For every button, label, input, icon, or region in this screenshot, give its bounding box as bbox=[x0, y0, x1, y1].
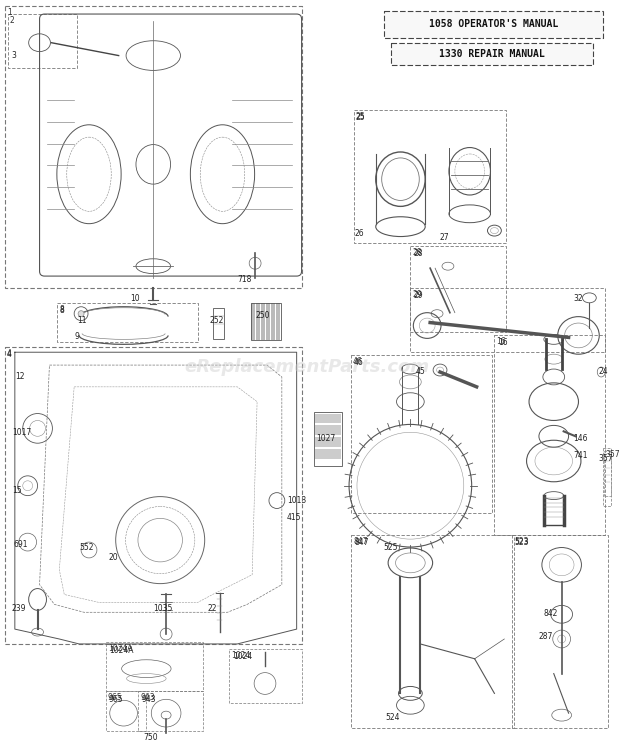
Text: 28: 28 bbox=[412, 248, 422, 257]
Text: 4: 4 bbox=[7, 350, 12, 359]
Text: 357: 357 bbox=[598, 454, 613, 463]
Text: 252: 252 bbox=[210, 315, 224, 324]
Bar bbox=[316, 449, 341, 459]
Bar bbox=[316, 437, 341, 447]
Text: 25: 25 bbox=[356, 113, 366, 122]
Text: 2: 2 bbox=[10, 16, 15, 25]
Text: 1330 REPAIR MANUAL: 1330 REPAIR MANUAL bbox=[439, 49, 545, 59]
Bar bbox=[604, 451, 611, 496]
Text: 1013: 1013 bbox=[287, 496, 306, 504]
Text: 10: 10 bbox=[131, 294, 140, 303]
Text: 1035: 1035 bbox=[153, 604, 172, 613]
Bar bbox=[261, 303, 265, 340]
Text: 46: 46 bbox=[353, 357, 363, 366]
Text: eReplacementParts.com: eReplacementParts.com bbox=[184, 358, 429, 376]
Text: 357: 357 bbox=[605, 450, 620, 459]
Text: 29: 29 bbox=[412, 290, 422, 299]
Text: 842: 842 bbox=[544, 609, 558, 618]
Text: 12: 12 bbox=[15, 372, 24, 381]
Text: 4: 4 bbox=[7, 349, 12, 359]
Bar bbox=[276, 303, 280, 340]
Text: 29: 29 bbox=[414, 291, 423, 300]
Text: 1: 1 bbox=[7, 8, 12, 17]
Text: 943: 943 bbox=[141, 696, 156, 705]
Text: 552: 552 bbox=[79, 543, 94, 552]
Text: 239: 239 bbox=[12, 604, 27, 613]
Bar bbox=[354, 110, 507, 243]
Text: 16: 16 bbox=[498, 339, 508, 347]
Text: 15: 15 bbox=[12, 486, 22, 495]
Text: 287: 287 bbox=[539, 632, 553, 641]
Text: 523: 523 bbox=[514, 537, 529, 546]
Text: 1027: 1027 bbox=[316, 434, 335, 443]
Text: 847: 847 bbox=[353, 537, 368, 546]
Bar bbox=[251, 303, 255, 340]
Bar bbox=[410, 288, 605, 352]
Bar bbox=[494, 336, 605, 535]
Bar bbox=[5, 347, 301, 644]
Bar bbox=[106, 642, 203, 691]
Bar bbox=[138, 691, 203, 731]
Bar bbox=[106, 691, 146, 731]
Text: 146: 146 bbox=[574, 434, 588, 443]
Bar bbox=[58, 303, 198, 342]
Text: 1024A: 1024A bbox=[108, 646, 133, 655]
Text: 847: 847 bbox=[354, 538, 368, 547]
Bar bbox=[256, 303, 260, 340]
Text: 8: 8 bbox=[60, 306, 64, 315]
Text: 250: 250 bbox=[255, 311, 270, 320]
Bar bbox=[316, 426, 341, 435]
Text: 26: 26 bbox=[354, 228, 364, 237]
Text: 20: 20 bbox=[108, 553, 118, 562]
Bar bbox=[603, 448, 611, 505]
Text: 16: 16 bbox=[497, 337, 506, 347]
Bar bbox=[229, 649, 301, 703]
Text: 22: 22 bbox=[208, 604, 217, 613]
Circle shape bbox=[78, 311, 84, 317]
Text: 943: 943 bbox=[140, 693, 155, 702]
Bar bbox=[5, 6, 301, 288]
Bar bbox=[8, 14, 77, 68]
Bar bbox=[251, 303, 281, 340]
Text: 965: 965 bbox=[108, 693, 122, 702]
Bar bbox=[384, 11, 603, 38]
Text: 1017: 1017 bbox=[12, 429, 31, 437]
Bar bbox=[266, 303, 270, 340]
Bar bbox=[351, 355, 492, 513]
Text: 27: 27 bbox=[439, 233, 449, 242]
Text: 525: 525 bbox=[384, 543, 398, 552]
Text: 741: 741 bbox=[574, 451, 588, 460]
Bar bbox=[271, 303, 275, 340]
Text: 415: 415 bbox=[287, 513, 301, 522]
Text: 523: 523 bbox=[514, 538, 529, 547]
Text: 25: 25 bbox=[356, 112, 366, 121]
Text: 965: 965 bbox=[108, 696, 123, 705]
Text: 691: 691 bbox=[14, 540, 29, 549]
Text: 8: 8 bbox=[60, 305, 64, 314]
Text: 45: 45 bbox=[415, 367, 425, 376]
Bar bbox=[410, 246, 507, 333]
Text: 32: 32 bbox=[574, 294, 583, 303]
Text: 9: 9 bbox=[74, 333, 79, 341]
Bar bbox=[213, 308, 224, 339]
Text: 24: 24 bbox=[598, 367, 608, 376]
Text: 1058 OPERATOR'S MANUAL: 1058 OPERATOR'S MANUAL bbox=[429, 19, 558, 30]
Text: 1024A: 1024A bbox=[108, 644, 132, 653]
Text: 1024: 1024 bbox=[231, 651, 250, 660]
Text: 1024: 1024 bbox=[233, 652, 252, 661]
Bar bbox=[316, 414, 341, 423]
Bar bbox=[314, 411, 342, 466]
Bar bbox=[351, 535, 514, 728]
Bar bbox=[391, 42, 593, 65]
Text: 750: 750 bbox=[143, 733, 158, 742]
Text: 524: 524 bbox=[386, 713, 400, 722]
Text: 28: 28 bbox=[414, 249, 423, 258]
Text: 3: 3 bbox=[12, 51, 17, 60]
Bar bbox=[512, 535, 608, 728]
Text: 46: 46 bbox=[354, 358, 364, 367]
Text: 718: 718 bbox=[237, 275, 252, 284]
Text: 11: 11 bbox=[77, 315, 87, 324]
